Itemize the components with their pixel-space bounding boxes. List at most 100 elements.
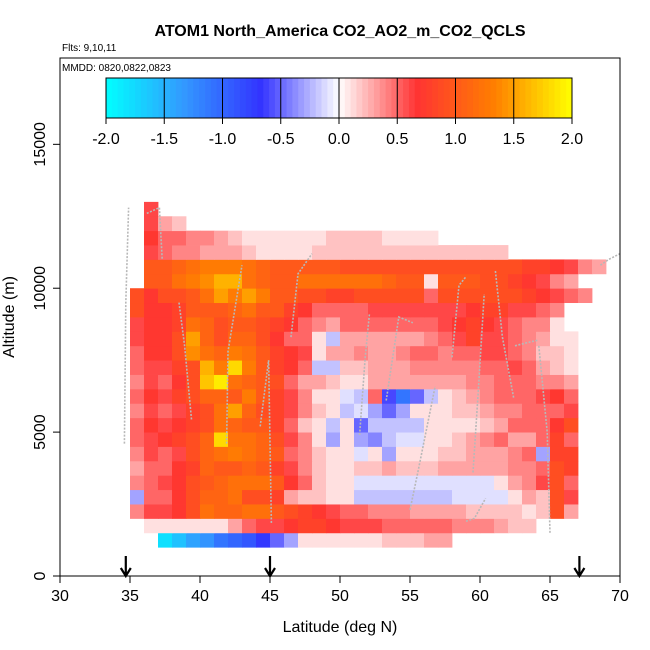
heatmap-cell — [298, 432, 313, 447]
heatmap-cell — [536, 460, 551, 476]
heatmap-cell — [424, 259, 439, 275]
heatmap-cell — [424, 245, 439, 260]
heatmap-cell — [130, 317, 145, 332]
heatmap-cell — [340, 489, 355, 505]
heatmap-cell — [410, 460, 425, 476]
heatmap-cell — [438, 388, 453, 404]
heatmap-cell — [354, 460, 369, 476]
heatmap-cell — [214, 259, 229, 275]
heatmap-cell — [368, 403, 383, 419]
colorbar-segment — [455, 78, 462, 118]
heatmap-cell — [172, 317, 187, 332]
heatmap-cell — [158, 489, 173, 505]
heatmap-cell — [480, 302, 495, 318]
colorbar-segment — [443, 78, 451, 118]
heatmap-cell — [494, 331, 509, 347]
heatmap-cell — [564, 273, 579, 289]
heatmap-cell — [172, 374, 187, 390]
colorbar-tick-label: -1.0 — [209, 131, 237, 148]
heatmap-cell — [340, 360, 355, 375]
heatmap-cell — [242, 317, 257, 332]
heatmap-cell — [298, 317, 313, 332]
heatmap-cell — [200, 475, 215, 491]
heatmap-cell — [158, 374, 173, 390]
heatmap-cell — [298, 360, 313, 375]
heatmap-cell — [452, 374, 467, 390]
colorbar-segment — [170, 78, 177, 118]
heatmap-cell — [368, 518, 383, 534]
colorbar-tick-label: -0.5 — [267, 131, 295, 148]
heatmap-cell — [508, 403, 523, 419]
heatmap-cell — [494, 345, 509, 361]
heatmap-cell — [298, 302, 313, 318]
heatmap-cell — [438, 432, 453, 447]
heatmap-cell — [564, 417, 579, 433]
heatmap-cells — [130, 201, 607, 548]
x-tick-label: 35 — [121, 588, 139, 605]
heatmap-cell — [144, 446, 159, 462]
heatmap-cell — [424, 475, 439, 491]
heatmap-cell — [354, 432, 369, 447]
heatmap-cell — [144, 388, 159, 404]
colorbar-segment — [379, 78, 386, 118]
heatmap-cell — [144, 345, 159, 361]
heatmap-cell — [536, 288, 551, 304]
colorbar-segment — [397, 78, 404, 118]
heatmap-cell — [396, 360, 411, 375]
heatmap-cell — [312, 259, 327, 275]
colorbar-segment — [140, 78, 148, 118]
heatmap-cell — [158, 388, 173, 404]
heatmap-cell — [466, 288, 481, 304]
heatmap-cell — [298, 403, 313, 419]
heatmap-cell — [186, 532, 201, 548]
heatmap-cell — [424, 504, 439, 519]
heatmap-cell — [228, 374, 243, 390]
heatmap-cell — [536, 331, 551, 347]
heatmap-cell — [340, 374, 355, 390]
heatmap-cell — [340, 446, 355, 462]
colorbar-segment — [181, 78, 188, 118]
heatmap-cell — [536, 360, 551, 375]
heatmap-cell — [270, 331, 285, 347]
heatmap-cell — [564, 475, 579, 491]
colorbar-segment — [408, 78, 416, 118]
colorbar-segment — [356, 78, 363, 118]
heatmap-cell — [550, 475, 565, 491]
heatmap-cell — [158, 432, 173, 447]
heatmap-cell — [368, 432, 383, 447]
colorbar-segment — [438, 78, 445, 118]
colorbar-segment — [123, 78, 130, 118]
colorbar-segment — [362, 78, 369, 118]
heatmap-cell — [172, 532, 187, 548]
heatmap-cell — [480, 317, 495, 332]
colorbar-segment — [426, 78, 433, 118]
flight-track — [146, 206, 163, 260]
heatmap-cell — [326, 460, 341, 476]
heatmap-cell — [508, 331, 523, 347]
heatmap-cell — [200, 245, 215, 260]
heatmap-cell — [270, 460, 285, 476]
heatmap-cell — [396, 317, 411, 332]
heatmap-cell — [172, 216, 187, 232]
colorbar-segment — [513, 78, 520, 118]
heatmap-cell — [508, 388, 523, 404]
heatmap-cell — [494, 504, 509, 519]
colorbar-segment — [216, 78, 223, 118]
heatmap-cell — [312, 331, 327, 347]
heatmap-cell — [298, 374, 313, 390]
heatmap-cell — [242, 518, 257, 534]
heatmap-cell — [242, 532, 257, 548]
heatmap-cell — [214, 475, 229, 491]
heatmap-cell — [424, 288, 439, 304]
heatmap-cell — [130, 417, 145, 433]
x-tick-label: 40 — [191, 588, 209, 605]
heatmap-cell — [186, 259, 201, 275]
heatmap-cell — [424, 317, 439, 332]
heatmap-cell — [368, 374, 383, 390]
heatmap-cell — [550, 273, 565, 289]
heatmap-cell — [270, 446, 285, 462]
heatmap-cell — [564, 288, 579, 304]
colorbar-segment — [502, 78, 509, 118]
heatmap-cell — [396, 518, 411, 534]
heatmap-cell — [340, 259, 355, 275]
